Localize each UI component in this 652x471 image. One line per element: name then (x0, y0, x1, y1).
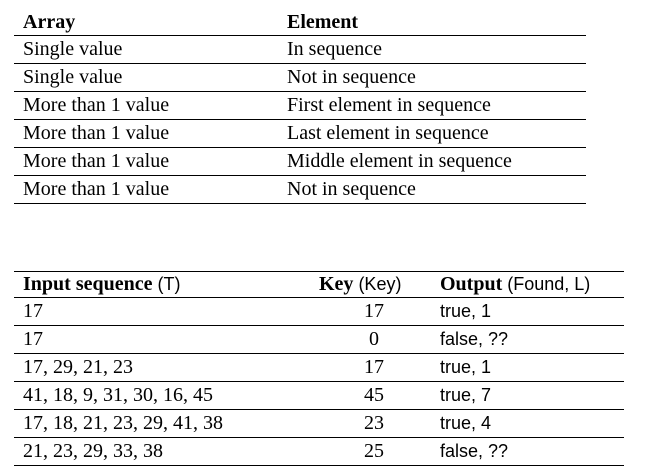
table-header-row: Input sequence (T) Key (Key) Output (Fou… (14, 271, 624, 298)
table-row: More than 1 value Not in sequence (14, 176, 586, 204)
cell-output: false, ?? (440, 441, 509, 461)
table-row: 21, 23, 29, 33, 38 25 false, ?? (14, 438, 624, 466)
cell-element: In sequence (278, 35, 586, 64)
cell-element: First element in sequence (278, 91, 586, 120)
table-row: 17, 18, 21, 23, 29, 41, 38 23 true, 4 (14, 409, 624, 438)
column-header-output: Output (Found, L) (421, 271, 624, 298)
cell-array: More than 1 value (14, 119, 278, 148)
cell-input-sequence: 17 (14, 325, 289, 354)
table-row: Single value In sequence (14, 35, 586, 64)
column-header-element: Element (278, 10, 586, 36)
table-header-row: Array Element (14, 10, 586, 36)
cell-input-sequence: 21, 23, 29, 33, 38 (23, 440, 163, 462)
cell-array: More than 1 value (23, 178, 170, 200)
cell-output: true, 1 (421, 353, 624, 382)
table-row: 41, 18, 9, 31, 30, 16, 45 45 true, 7 (14, 381, 624, 410)
column-header-array: Array (14, 10, 278, 36)
cell-output: true, 4 (421, 409, 624, 438)
cell-element: Middle element in sequence (278, 147, 586, 176)
cell-element: Last element in sequence (278, 119, 586, 148)
array-element-table: Array Element Single value In sequence S… (14, 10, 586, 204)
cell-key: 25 (364, 440, 384, 462)
table-row: More than 1 value Last element in sequen… (14, 119, 586, 148)
test-case-table: Input sequence (T) Key (Key) Output (Fou… (14, 271, 624, 466)
cell-key: 23 (289, 409, 421, 438)
cell-array: More than 1 value (14, 91, 278, 120)
cell-array: More than 1 value (14, 147, 278, 176)
table-row: Single value Not in sequence (14, 63, 586, 92)
table-row: 17, 29, 21, 23 17 true, 1 (14, 353, 624, 382)
cell-key: 17 (289, 353, 421, 382)
table-row: 17 0 false, ?? (14, 325, 624, 354)
cell-input-sequence: 17 (14, 297, 289, 326)
cell-array: Single value (14, 63, 278, 92)
cell-output: true, 7 (421, 381, 624, 410)
cell-input-sequence: 17, 18, 21, 23, 29, 41, 38 (14, 409, 289, 438)
cell-element: Not in sequence (287, 178, 416, 200)
cell-key: 17 (289, 297, 421, 326)
cell-input-sequence: 17, 29, 21, 23 (14, 353, 289, 382)
cell-array: Single value (14, 35, 278, 64)
cell-output: false, ?? (421, 325, 624, 354)
column-header-key: Key (Key) (289, 271, 421, 298)
cell-key: 45 (289, 381, 421, 410)
cell-output: true, 1 (421, 297, 624, 326)
table-row: More than 1 value First element in seque… (14, 91, 586, 120)
table-row: More than 1 value Middle element in sequ… (14, 147, 586, 176)
cell-element: Not in sequence (278, 63, 586, 92)
cell-input-sequence: 41, 18, 9, 31, 30, 16, 45 (14, 381, 289, 410)
column-header-input-sequence: Input sequence (T) (14, 271, 289, 298)
cell-key: 0 (289, 325, 421, 354)
table-row: 17 17 true, 1 (14, 297, 624, 326)
